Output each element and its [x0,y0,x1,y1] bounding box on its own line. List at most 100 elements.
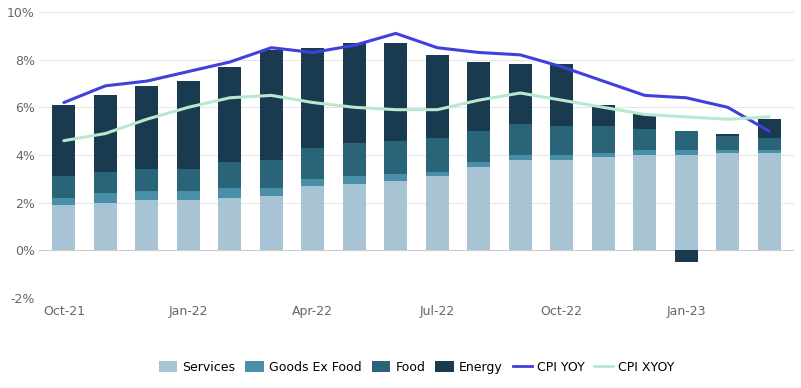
Bar [758,150,780,152]
CPI YOY [723,105,732,110]
Bar [177,169,199,191]
Bar [592,105,614,126]
CPI XYOY [225,95,235,100]
CPI XYOY [267,93,276,98]
Bar [634,129,656,150]
Bar [260,50,283,160]
Bar [343,177,366,184]
CPI XYOY [598,105,608,110]
CPI XYOY [349,105,359,110]
Bar [509,155,532,160]
CPI XYOY [640,112,650,117]
Bar [426,55,449,138]
Bar [94,203,117,250]
Bar [467,162,490,167]
Bar [716,152,739,250]
Bar [467,62,490,131]
Bar [550,160,574,250]
Bar [301,148,324,179]
Bar [301,179,324,186]
Bar [592,126,614,152]
Bar [135,169,159,191]
Bar [426,177,449,250]
Bar [634,150,656,155]
Bar [219,198,241,250]
Bar [592,152,614,158]
CPI YOY [640,93,650,98]
Line: CPI XYOY: CPI XYOY [64,93,769,141]
CPI YOY [515,52,525,57]
Bar [509,64,532,124]
Bar [135,191,159,200]
Bar [219,188,241,198]
Bar [343,43,366,143]
Bar [674,250,698,262]
Bar [219,162,241,188]
CPI YOY [349,43,359,48]
CPI YOY [59,100,69,105]
Bar [509,160,532,250]
Bar [550,155,574,160]
CPI XYOY [308,100,318,105]
CPI YOY [142,79,151,83]
Bar [634,114,656,129]
CPI XYOY [183,105,193,110]
CPI XYOY [142,117,151,121]
Bar [177,200,199,250]
Bar [177,81,199,169]
CPI XYOY [433,107,442,112]
Bar [260,196,283,250]
Bar [94,193,117,203]
CPI XYOY [59,139,69,143]
CPI XYOY [557,98,566,102]
Bar [550,64,574,126]
Bar [426,138,449,171]
Bar [135,200,159,250]
Bar [260,160,283,188]
CPI YOY [225,60,235,64]
CPI YOY [308,50,318,55]
Bar [758,152,780,250]
Bar [509,124,532,155]
Bar [53,198,75,205]
Legend: Services, Goods Ex Food, Food, Energy, CPI YOY, CPI XYOY: Services, Goods Ex Food, Food, Energy, C… [154,356,679,379]
Bar [384,43,407,141]
CPI XYOY [723,117,732,121]
CPI XYOY [474,98,484,102]
CPI YOY [183,69,193,74]
Bar [53,177,75,198]
Bar [426,171,449,177]
Bar [467,167,490,250]
Bar [384,141,407,174]
CPI YOY [101,83,111,88]
Bar [343,143,366,177]
Bar [716,133,739,136]
Bar [53,105,75,177]
CPI YOY [433,45,442,50]
Bar [592,158,614,250]
CPI YOY [682,95,691,100]
Bar [260,188,283,196]
CPI YOY [557,64,566,69]
Bar [716,150,739,152]
Bar [674,131,698,150]
Line: CPI YOY: CPI YOY [64,33,769,131]
Bar [758,119,780,138]
CPI XYOY [101,131,111,136]
Bar [634,155,656,250]
Bar [343,184,366,250]
CPI XYOY [515,91,525,95]
CPI XYOY [391,107,400,112]
CPI YOY [267,45,276,50]
Bar [758,138,780,150]
Bar [219,67,241,162]
Bar [53,205,75,250]
CPI XYOY [764,114,774,119]
Bar [135,86,159,169]
Bar [384,181,407,250]
Bar [674,150,698,155]
Bar [716,136,739,150]
CPI YOY [764,129,774,133]
Bar [674,155,698,250]
Bar [177,191,199,200]
